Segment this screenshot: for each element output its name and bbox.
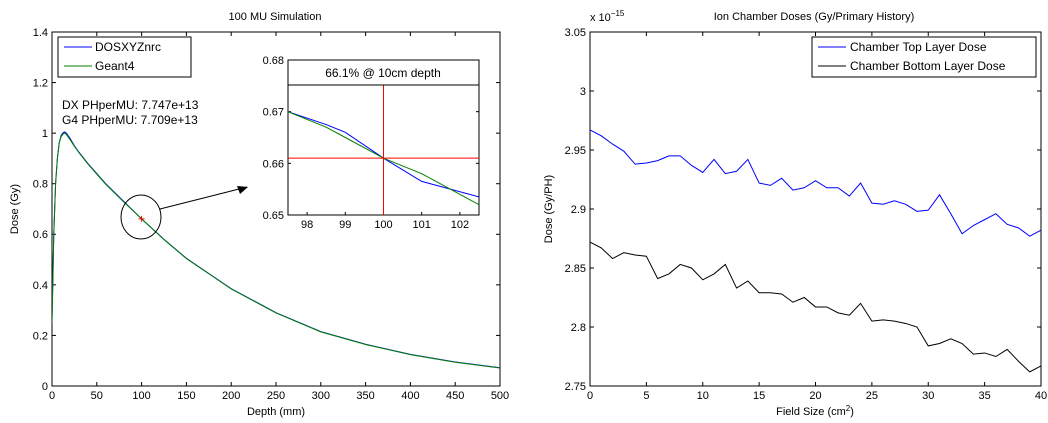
inset-chart: 98 99 100 101 102 0.65 0.66 0.67 0.68 66.1% @ 1… [263, 55, 480, 231]
right-ytick-label: 3.05 [565, 27, 586, 39]
right-xtick-label: 0 [587, 390, 593, 402]
right-legend: Chamber Top Layer Dose Chamber Bottom La… [811, 36, 1037, 78]
right-y-exponent-base: x 10 [590, 12, 611, 24]
right-series-clip-group [590, 129, 1041, 373]
right-legend-label-top-layer: Chamber Top Layer Dose [850, 40, 987, 54]
inset-ytick-label: 0.67 [263, 107, 284, 119]
left-xtick-label: 300 [312, 390, 330, 402]
right-ytick-label: 3 [580, 86, 586, 98]
right-plot-area [589, 31, 1042, 387]
inset-series-dosxyznrc [288, 111, 479, 198]
zoom-arrow-line [159, 186, 248, 210]
left-x-axis-label: Depth (mm) [247, 406, 305, 418]
left-xtick-label: 150 [177, 390, 195, 402]
right-x-axis-ticks: 0 5 10 15 20 25 30 35 40 [587, 32, 1047, 402]
right-ytick-label: 2.95 [565, 145, 586, 157]
inset-xtick-label: 99 [339, 219, 351, 231]
left-chart: 100 MU Simulation 0 50 100 150 200 250 300 350 4… [9, 11, 509, 418]
inset-annotation-box [287, 59, 480, 86]
left-xtick-label: 200 [222, 390, 240, 402]
inset-series-group [288, 60, 479, 215]
right-y-exponent: x 10−15 [590, 9, 625, 24]
left-ytick-label: 0.2 [33, 330, 48, 342]
dx-phpermu-annotation: DX PHperMU: 7.747e+13 [62, 98, 199, 112]
right-ytick-label: 2.85 [565, 263, 586, 275]
inset-x-axis-ticks: 98 99 100 101 102 [301, 60, 469, 231]
left-marker-point [138, 215, 145, 222]
left-y-axis-ticks: 0 0.2 0.4 0.6 0.8 1 1.2 1.4 [33, 27, 500, 393]
inset-ytick-label: 0.66 [263, 158, 284, 170]
left-ytick-label: 1 [42, 128, 48, 140]
inset-annotation-text: 66.1% @ 10cm depth [325, 66, 441, 80]
left-ytick-label: 0.6 [33, 229, 48, 241]
right-x-axis-label-main: Field Size (cm [776, 406, 846, 418]
inset-xtick-label: 98 [301, 219, 313, 231]
right-xtick-label: 20 [809, 390, 821, 402]
left-xtick-label: 400 [401, 390, 419, 402]
right-xtick-label: 5 [643, 390, 649, 402]
right-ytick-label: 2.9 [571, 204, 586, 216]
left-xtick-label: 250 [267, 390, 285, 402]
right-legend-box [811, 36, 1037, 78]
left-ytick-label: 0.8 [33, 179, 48, 191]
left-series-geant4 [52, 132, 500, 369]
right-chart: Ion Chamber Doses (Gy/Primary History) 0… [543, 9, 1047, 418]
right-legend-label-bottom-layer: Chamber Bottom Layer Dose [850, 59, 1006, 73]
left-ytick-label: 0 [42, 381, 48, 393]
left-ytick-label: 0.4 [33, 280, 48, 292]
left-xtick-label: 100 [132, 390, 150, 402]
right-xtick-label: 40 [1035, 390, 1047, 402]
inset-ytick-label: 0.65 [263, 210, 284, 222]
right-y-exponent-power: −15 [611, 9, 625, 18]
inset-xtick-label: 100 [374, 219, 392, 231]
left-series-group [52, 131, 500, 369]
left-xtick-label: 350 [356, 390, 374, 402]
left-xtick-label: 450 [446, 390, 464, 402]
left-legend-box [57, 36, 192, 78]
right-xtick-label: 25 [866, 390, 878, 402]
right-x-axis-label-end: ) [850, 406, 854, 418]
left-series-clip-group [52, 131, 500, 369]
left-xtick-label: 0 [49, 390, 55, 402]
right-x-axis-label-sup: 2 [846, 404, 851, 413]
right-ytick-label: 2.8 [571, 322, 586, 334]
right-series-chamber-top-layer-dose [590, 129, 1041, 237]
right-y-axis-label: Dose (Gy/PH) [543, 175, 555, 243]
inset-y-axis-ticks: 0.65 0.66 0.67 0.68 [263, 55, 479, 222]
right-ytick-label: 2.75 [565, 381, 586, 393]
inset-series-clip-group [288, 60, 479, 215]
inset-xtick-label: 102 [451, 219, 469, 231]
right-series-chamber-bottom-layer-dose [590, 241, 1041, 373]
left-xtick-label: 500 [491, 390, 509, 402]
right-chart-title: Ion Chamber Doses (Gy/Primary History) [714, 11, 915, 23]
inset-xtick-label: 101 [413, 219, 431, 231]
left-legend-label-geant4: Geant4 [95, 59, 135, 73]
inset-ytick-label: 0.68 [263, 55, 284, 67]
g4-phpermu-annotation: G4 PHperMU: 7.709e+13 [62, 113, 198, 127]
left-legend: DOSXYZnrc Geant4 [57, 36, 192, 78]
right-series-group [590, 129, 1041, 373]
inset-series-geant4 [288, 111, 479, 206]
right-x-axis-label: Field Size (cm2) [776, 404, 854, 418]
right-xtick-label: 15 [753, 390, 765, 402]
left-y-axis-label: Dose (Gy) [9, 184, 21, 234]
right-xtick-label: 35 [979, 390, 991, 402]
zoom-arrow-head [237, 186, 248, 194]
left-chart-title: 100 MU Simulation [229, 11, 322, 23]
left-legend-label-dosxyznrc: DOSXYZnrc [95, 40, 161, 54]
left-ytick-label: 1.4 [33, 27, 48, 39]
zoom-region-circle [120, 194, 162, 240]
right-xtick-label: 30 [922, 390, 934, 402]
left-x-axis-ticks: 0 50 100 150 200 250 300 350 400 450 500 [49, 32, 509, 402]
left-ytick-label: 1.2 [33, 78, 48, 90]
left-xtick-label: 50 [91, 390, 103, 402]
right-xtick-label: 10 [697, 390, 709, 402]
right-y-axis-ticks: 2.75 2.8 2.85 2.9 2.95 3 3.05 [565, 27, 1041, 393]
